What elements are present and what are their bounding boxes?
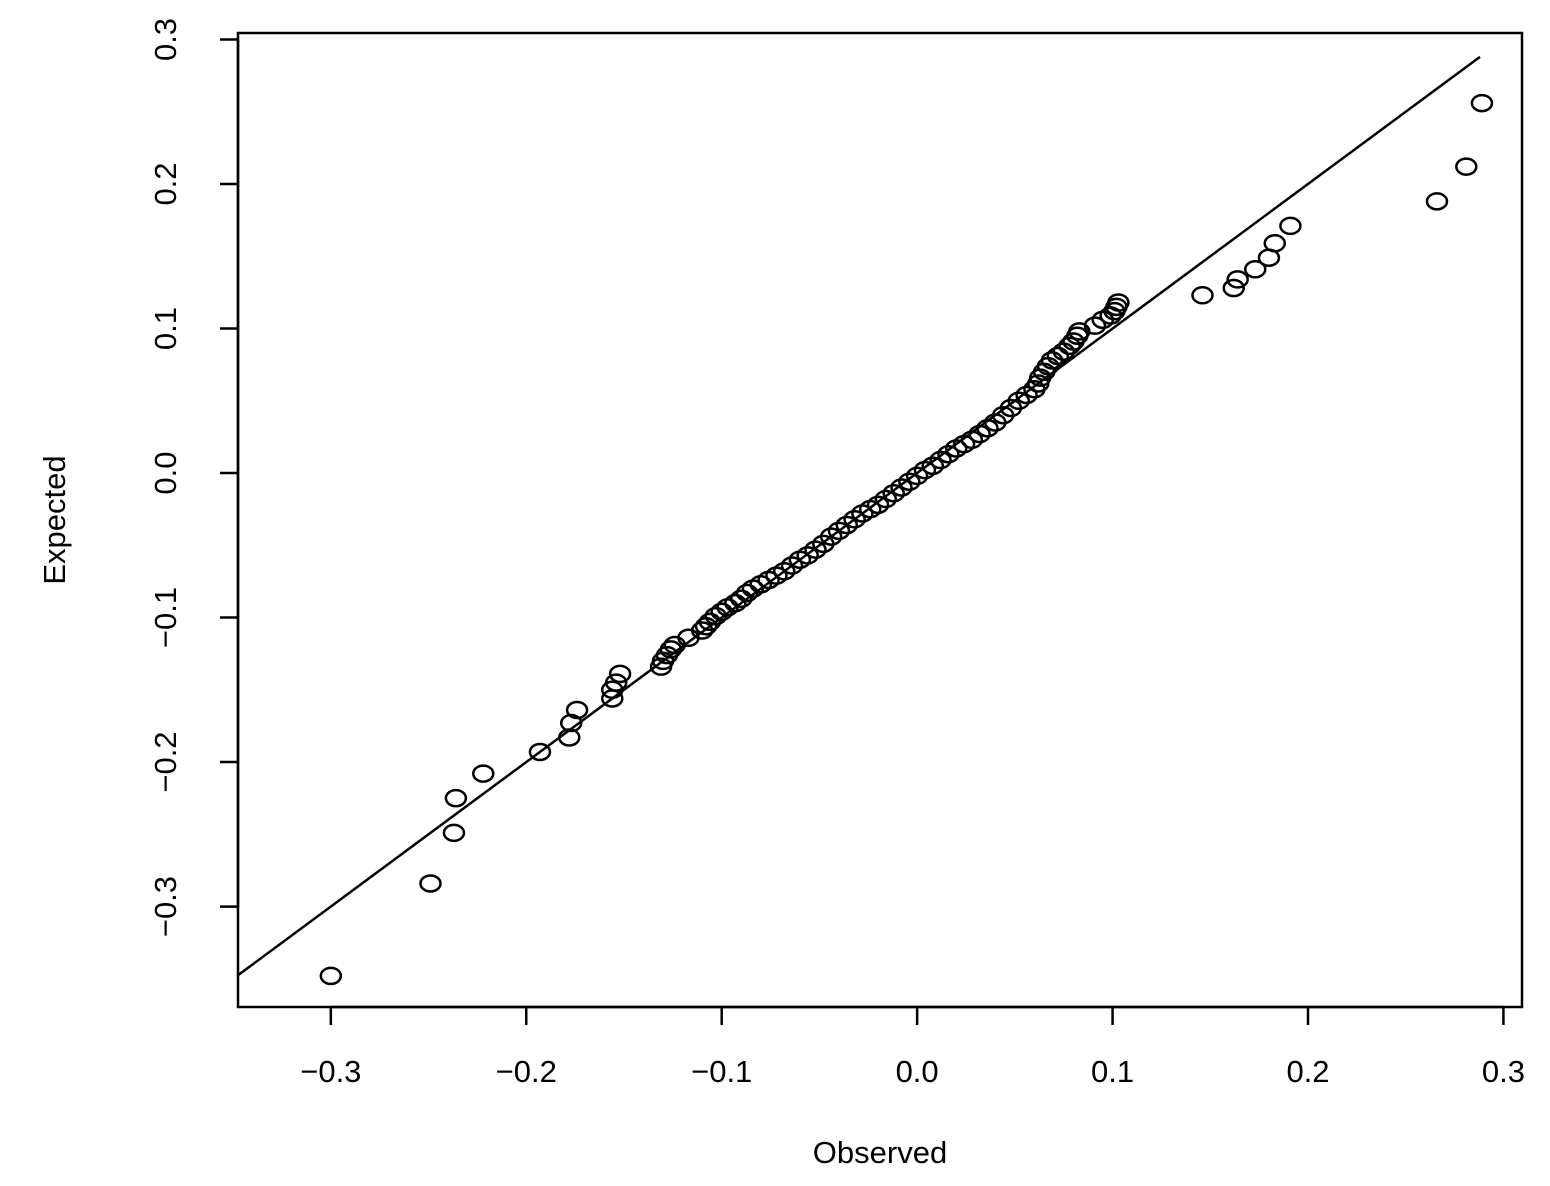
- points-layer: [319, 93, 1494, 986]
- data-point: [419, 874, 442, 893]
- data-point: [1058, 336, 1081, 356]
- y-axis: −0.3 −0.2 −0.1 0.0 0.1 0.2 0.3: [148, 18, 240, 937]
- data-point: [558, 728, 581, 747]
- data-point: [890, 478, 913, 497]
- data-point: [843, 510, 866, 529]
- x-axis: −0.3 −0.2 −0.1 0.0 0.1 0.2 0.3: [300, 1005, 1525, 1089]
- data-point: [866, 495, 890, 515]
- y-tick-label: −0.1: [148, 587, 183, 648]
- x-tick-label: −0.2: [496, 1054, 557, 1089]
- x-axis-title: Observed: [813, 1135, 947, 1170]
- data-point: [905, 466, 929, 486]
- data-point: [1425, 192, 1449, 211]
- reference-line-layer: [236, 55, 1481, 977]
- data-point: [780, 556, 804, 575]
- x-tick-label: 0.3: [1482, 1054, 1525, 1089]
- data-point: [772, 562, 796, 581]
- data-point: [1083, 316, 1107, 335]
- data-point: [1279, 216, 1302, 236]
- data-point: [442, 823, 466, 843]
- data-point: [1263, 234, 1287, 253]
- x-tick-label: 0.1: [1091, 1054, 1134, 1089]
- data-point: [1015, 385, 1038, 405]
- data-point: [608, 664, 632, 684]
- data-point: [874, 489, 898, 509]
- data-point: [319, 966, 343, 986]
- data-point: [659, 640, 683, 659]
- data-point: [835, 515, 859, 535]
- y-tick-label: 0.3: [148, 18, 183, 61]
- x-tick-label: −0.3: [300, 1054, 361, 1089]
- data-point: [1046, 346, 1070, 366]
- data-point: [1470, 93, 1494, 113]
- y-axis-title: Expected: [37, 455, 72, 584]
- x-tick-label: 0.2: [1286, 1054, 1329, 1089]
- data-point: [960, 430, 984, 450]
- data-point: [898, 472, 921, 491]
- data-point: [528, 742, 552, 762]
- data-point: [1226, 270, 1249, 289]
- data-point: [937, 444, 960, 464]
- y-tick-label: 0.1: [148, 307, 183, 350]
- data-point: [1007, 391, 1031, 411]
- y-tick-label: −0.3: [148, 876, 183, 937]
- data-point: [827, 521, 851, 541]
- data-point: [698, 612, 722, 632]
- data-point: [976, 418, 999, 438]
- data-point: [565, 700, 589, 720]
- x-tick-label: −0.1: [691, 1054, 752, 1089]
- y-tick-label: 0.2: [148, 162, 183, 205]
- y-tick-label: 0.0: [148, 451, 183, 494]
- data-point: [1243, 260, 1267, 279]
- data-point: [929, 450, 952, 470]
- data-point: [804, 540, 827, 559]
- data-point: [1107, 293, 1130, 312]
- data-point: [1222, 278, 1245, 298]
- data-point: [882, 484, 905, 503]
- data-point: [472, 764, 495, 783]
- data-point: [819, 527, 843, 546]
- data-point: [796, 546, 819, 565]
- data-point: [724, 593, 747, 613]
- plot-frame: [236, 31, 1524, 1009]
- y-tick-label: −0.2: [148, 731, 183, 792]
- data-point: [1191, 286, 1214, 305]
- reference-line: [236, 55, 1481, 977]
- data-point: [444, 788, 468, 808]
- data-point: [604, 673, 628, 692]
- data-point: [921, 456, 945, 476]
- x-tick-label: 0.0: [896, 1054, 939, 1089]
- data-point: [729, 589, 753, 609]
- data-point: [1455, 157, 1478, 176]
- data-point: [968, 424, 991, 444]
